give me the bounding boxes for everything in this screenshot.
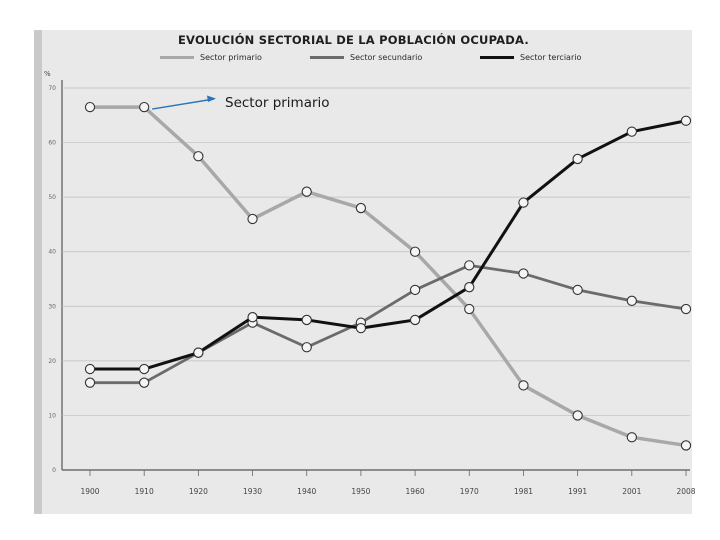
data-point-series-1 (464, 303, 475, 315)
data-point-series-1 (626, 432, 637, 443)
y-tick-label: 40 (48, 249, 56, 256)
annotation-arrow-line (152, 98, 215, 110)
y-axis-unit-label: % (44, 70, 51, 78)
data-point-series-1 (518, 380, 529, 391)
y-tick-label: 30 (48, 303, 56, 310)
data-point-series-2 (409, 284, 421, 296)
data-point-series-2 (301, 342, 312, 353)
data-point-series-1 (355, 202, 367, 214)
data-point-series-1 (301, 186, 312, 197)
data-point-series-2 (139, 377, 150, 388)
legend-label-terciario: Sector terciario (520, 53, 582, 62)
series-line-3 (90, 119, 687, 371)
x-tick-label: 1920 (189, 487, 208, 496)
x-tick-label: 2008 (676, 487, 695, 496)
legend-label-secundario: Sector secundario (350, 53, 423, 62)
legend-label-primario: Sector primario (200, 53, 262, 62)
data-point-series-3 (301, 314, 312, 326)
data-point-series-2 (626, 295, 637, 306)
x-tick-label: 1930 (243, 487, 262, 496)
data-point-series-2 (680, 303, 692, 315)
annotation-label: Sector primario (225, 95, 330, 111)
data-point-series-1 (409, 246, 421, 257)
data-point-series-3 (84, 363, 96, 375)
x-tick-label: 1991 (568, 487, 587, 496)
series-line-2 (90, 263, 687, 385)
legend-swatch-secundario (310, 56, 344, 59)
data-point-series-2 (572, 284, 583, 296)
data-point-series-2 (464, 260, 475, 271)
legend-item-sector-primario: Sector primario (160, 53, 262, 62)
data-point-series-1 (572, 410, 583, 421)
x-tick-label: 1940 (297, 487, 316, 496)
y-tick-label: 10 (48, 412, 56, 419)
series-line-1 (90, 105, 687, 448)
data-point-series-3 (572, 153, 583, 165)
data-point-series-2 (518, 268, 529, 279)
legend-item-sector-terciario: Sector terciario (480, 53, 581, 62)
chart-title: EVOLUCIÓN SECTORIAL DE LA POBLACIÓN OCUP… (178, 33, 529, 47)
data-point-series-1 (139, 101, 150, 113)
data-point-series-3 (193, 347, 204, 358)
x-tick-label: 1900 (80, 487, 99, 496)
y-tick-label: 50 (48, 194, 56, 201)
scan-edge-shadow (34, 30, 42, 514)
y-tick-label: 60 (48, 140, 56, 147)
legend-swatch-primario (160, 56, 194, 59)
x-tick-label: 1970 (460, 487, 479, 496)
data-point-series-3 (518, 197, 529, 208)
y-tick-label: 70 (48, 85, 56, 92)
data-point-series-1 (84, 101, 96, 113)
data-point-series-1 (247, 213, 258, 225)
legend-swatch-terciario (480, 56, 514, 59)
data-point-series-3 (139, 363, 150, 375)
data-point-series-1 (680, 440, 692, 451)
x-tick-label: 1981 (514, 487, 533, 496)
x-tick-label: 2001 (622, 487, 641, 496)
y-tick-label: 20 (48, 358, 56, 365)
data-point-series-1 (193, 151, 204, 162)
data-point-series-3 (464, 282, 475, 293)
x-tick-label: 1910 (135, 487, 154, 496)
data-point-series-3 (355, 322, 367, 334)
data-point-series-3 (626, 126, 637, 137)
data-point-series-3 (680, 115, 692, 126)
data-point-series-2 (84, 377, 96, 388)
annotation-arrow-head (207, 95, 216, 102)
y-tick-label: 0 (52, 467, 56, 474)
data-point-series-3 (247, 312, 258, 323)
x-tick-label: 1950 (351, 487, 370, 496)
data-point-series-3 (409, 314, 421, 326)
legend-item-sector-secundario: Sector secundario (310, 53, 422, 62)
x-tick-label: 1960 (406, 487, 425, 496)
